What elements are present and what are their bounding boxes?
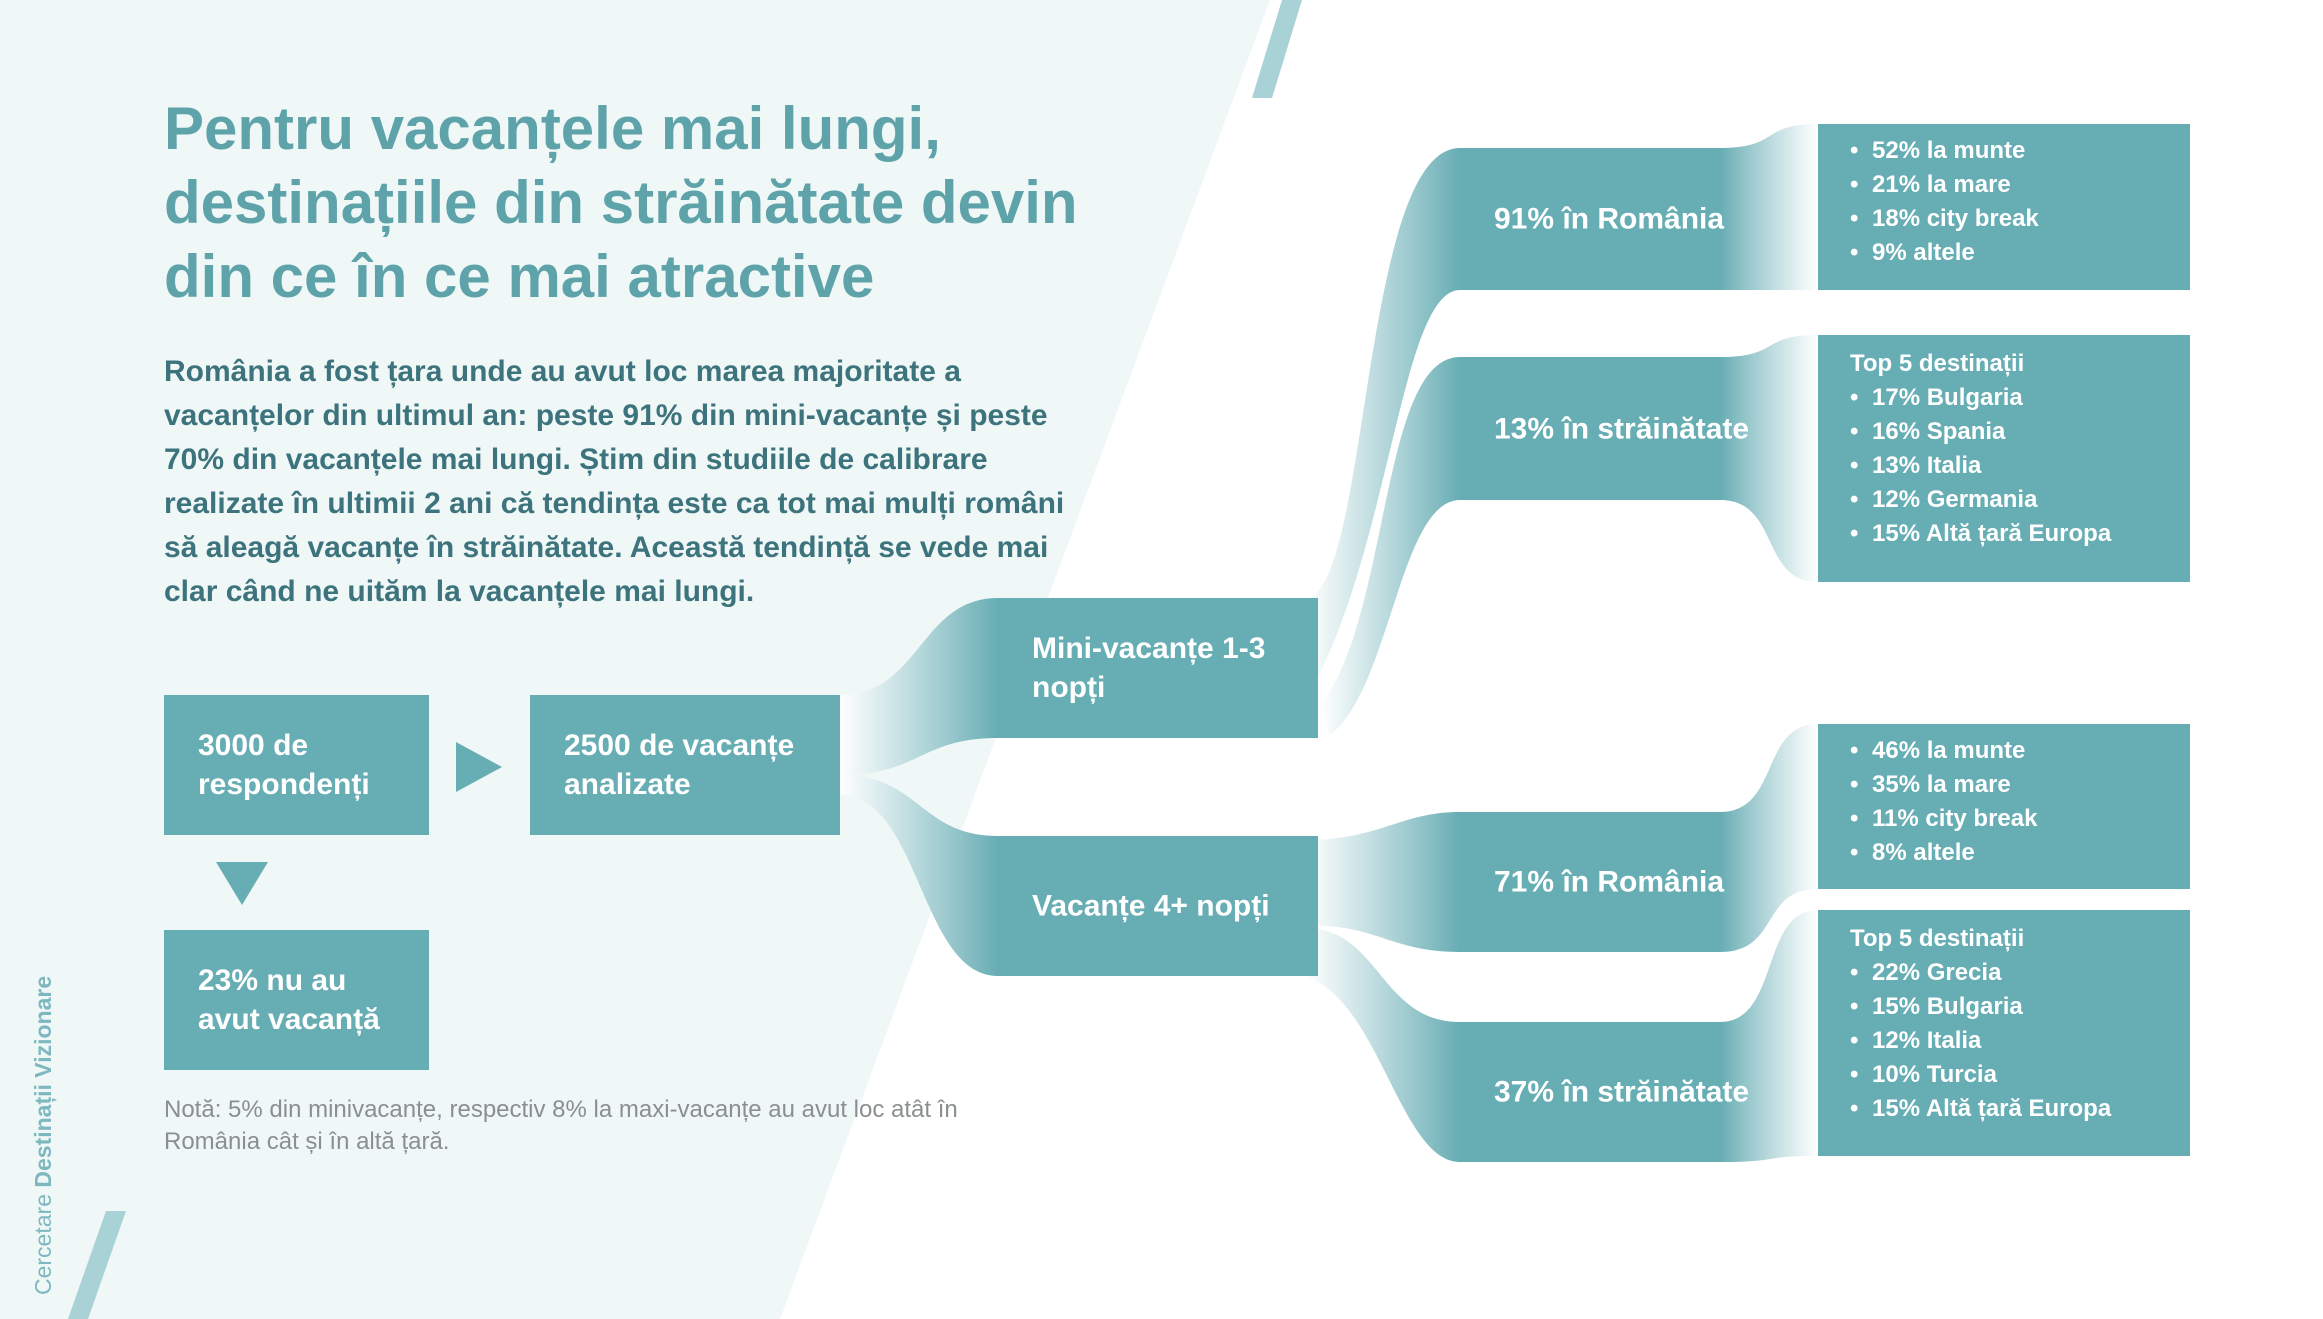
list-item: 35% la mare — [1850, 768, 2176, 802]
list-item: 21% la mare — [1850, 168, 2176, 202]
decor-stripe-bottom — [68, 1211, 126, 1319]
list-item: 8% altele — [1850, 836, 2176, 870]
flow-mini-to-abroad — [1320, 357, 1460, 735]
node-analyzed: 2500 de vacanțe analizate — [530, 695, 840, 835]
list-item: 17% Bulgaria — [1850, 381, 2176, 415]
flow-abroad-to-long-details — [1720, 910, 1818, 1162]
arrow-right-icon — [456, 742, 502, 792]
node-mini-abroad: 13% în străinătate — [1460, 357, 1749, 500]
flow-analyzed-to-mini — [840, 598, 998, 775]
flow-mini-to-ro — [1305, 148, 1460, 700]
list-item: 13% Italia — [1850, 449, 2176, 483]
list-item: 52% la munte — [1850, 134, 2176, 168]
list-item: 46% la munte — [1850, 734, 2176, 768]
list-header: Top 5 destinații — [1850, 925, 2025, 952]
details-mini-romania: 52% la munte 21% la mare 18% city break … — [1818, 124, 2190, 290]
list-item: 15% Altă țară Europa — [1850, 1092, 2176, 1126]
flow-ro-to-long-details — [1720, 724, 1818, 952]
list-item: 9% altele — [1850, 236, 2176, 270]
flow-ro-to-mini-details — [1720, 124, 1818, 290]
node-no-vacation: 23% nu au avut vacanță — [164, 930, 429, 1070]
list-item: 15% Altă țară Europa — [1850, 517, 2176, 551]
details-long-abroad: Top 5 destinații 22% Grecia 15% Bulgaria… — [1818, 910, 2190, 1156]
node-mini-romania: 91% în România — [1460, 148, 1724, 290]
details-long-romania: 46% la munte 35% la mare 11% city break … — [1818, 724, 2190, 889]
node-respondents: 3000 de respondenți — [164, 695, 429, 835]
flow-abroad-to-mini-details — [1720, 335, 1818, 582]
flow-long-to-abroad — [1305, 928, 1460, 1162]
arrow-down-icon — [216, 862, 268, 905]
list-item: 11% city break — [1850, 802, 2176, 836]
brand-label: Cercetare Destinații Vizionare — [30, 975, 56, 1295]
node-long-abroad: 37% în străinătate — [1460, 1022, 1749, 1162]
node-long-vacations: Vacanțe 4+ nopți — [998, 836, 1318, 976]
node-long-romania: 71% în România — [1460, 812, 1724, 952]
list-item: 16% Spania — [1850, 415, 2176, 449]
intro-paragraph: România a fost țara unde au avut loc mar… — [164, 355, 1065, 608]
list-item: 15% Bulgaria — [1850, 990, 2176, 1024]
list-item: 10% Turcia — [1850, 1058, 2176, 1092]
decor-stripe-top — [1252, 0, 1302, 98]
flow-long-to-ro — [1305, 812, 1460, 952]
list-item: 12% Italia — [1850, 1024, 2176, 1058]
list-item: 18% city break — [1850, 202, 2176, 236]
node-mini-vacations: Mini-vacanțe 1-3 nopți — [998, 598, 1318, 738]
list-item: 12% Germania — [1850, 483, 2176, 517]
list-header: Top 5 destinații — [1850, 350, 2025, 377]
page-title: Pentru vacanțele mai lungi, destinațiile… — [164, 95, 1078, 310]
list-item: 22% Grecia — [1850, 956, 2176, 990]
flow-analyzed-to-long — [840, 775, 998, 976]
details-mini-abroad: Top 5 destinații 17% Bulgaria 16% Spania… — [1818, 335, 2190, 582]
footnote: Notă: 5% din minivacanțe, respectiv 8% l… — [164, 1096, 958, 1155]
